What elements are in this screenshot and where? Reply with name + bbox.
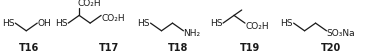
Text: T16: T16 <box>18 43 39 53</box>
Text: HS: HS <box>137 19 150 28</box>
Text: T18: T18 <box>168 43 189 53</box>
Text: SO₃Na: SO₃Na <box>327 29 355 38</box>
Text: CO₂H: CO₂H <box>77 0 101 8</box>
Text: HS: HS <box>280 19 293 28</box>
Text: T19: T19 <box>240 43 260 53</box>
Text: NH₂: NH₂ <box>183 29 201 38</box>
Text: OH: OH <box>37 19 51 28</box>
Text: HS: HS <box>210 19 222 28</box>
Text: CO₂H: CO₂H <box>101 14 125 23</box>
Text: HS: HS <box>2 19 15 28</box>
Text: CO₂H: CO₂H <box>245 22 269 31</box>
Text: T20: T20 <box>321 43 341 53</box>
Text: HS: HS <box>55 19 67 28</box>
Text: T17: T17 <box>99 43 119 53</box>
